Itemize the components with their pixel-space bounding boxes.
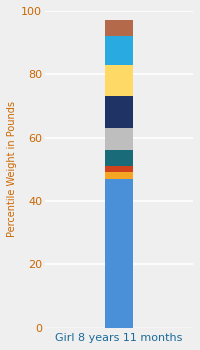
Bar bbox=[105, 150, 133, 166]
Bar bbox=[105, 166, 133, 173]
Bar bbox=[105, 179, 133, 328]
Bar bbox=[105, 96, 133, 128]
Bar bbox=[105, 36, 133, 65]
Bar bbox=[105, 20, 133, 36]
Bar bbox=[105, 128, 133, 150]
Bar bbox=[105, 65, 133, 96]
Y-axis label: Percentile Weight in Pounds: Percentile Weight in Pounds bbox=[7, 101, 17, 237]
Bar bbox=[105, 173, 133, 179]
